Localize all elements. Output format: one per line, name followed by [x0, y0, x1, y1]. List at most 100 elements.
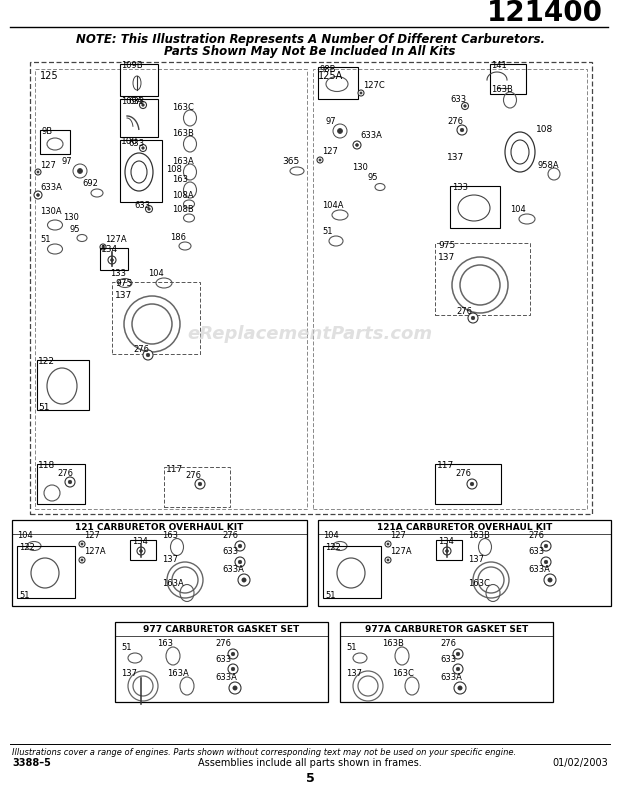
Text: 108: 108 — [166, 165, 182, 175]
Text: Illustrations cover a range of engines. Parts shown without corresponding text m: Illustrations cover a range of engines. … — [12, 748, 516, 757]
Text: 633: 633 — [450, 95, 466, 104]
Bar — [17, 546, 75, 598]
Circle shape — [146, 353, 150, 357]
Text: 163B: 163B — [491, 86, 513, 95]
Text: 133: 133 — [452, 184, 468, 192]
Text: 633: 633 — [128, 96, 144, 106]
Text: 633A: 633A — [360, 132, 382, 140]
Circle shape — [195, 479, 205, 489]
Text: 109A: 109A — [121, 96, 143, 106]
Circle shape — [471, 316, 475, 320]
Text: 122: 122 — [19, 544, 35, 553]
Circle shape — [146, 205, 153, 213]
Circle shape — [37, 193, 40, 196]
Text: 633: 633 — [528, 548, 544, 557]
Text: 137: 137 — [121, 670, 137, 678]
Circle shape — [78, 168, 82, 173]
Circle shape — [358, 90, 364, 96]
Bar — [450, 186, 500, 228]
Text: 633: 633 — [134, 200, 150, 209]
Circle shape — [319, 159, 321, 161]
Bar — [323, 546, 381, 598]
Bar — [436, 540, 462, 560]
Circle shape — [142, 103, 144, 106]
Text: 276: 276 — [133, 346, 149, 354]
Text: 122: 122 — [38, 358, 55, 367]
Circle shape — [453, 664, 463, 674]
Text: 130: 130 — [352, 164, 368, 172]
Circle shape — [37, 171, 39, 173]
Text: 163: 163 — [162, 532, 178, 541]
Text: 633A: 633A — [528, 565, 550, 573]
Text: 975: 975 — [438, 241, 455, 249]
Bar — [37, 464, 85, 504]
Bar — [130, 540, 156, 560]
Text: 276: 276 — [185, 472, 201, 480]
Text: 51: 51 — [38, 403, 50, 412]
Text: 109B: 109B — [121, 62, 143, 71]
Bar — [340, 622, 553, 702]
Circle shape — [456, 667, 460, 670]
Text: 117: 117 — [166, 464, 184, 473]
Text: 276: 276 — [440, 639, 456, 649]
Text: 127: 127 — [390, 532, 406, 541]
Text: 163C: 163C — [468, 578, 490, 588]
Text: 137: 137 — [468, 556, 484, 565]
Text: 977 CARBURETOR GASKET SET: 977 CARBURETOR GASKET SET — [143, 625, 299, 634]
Circle shape — [140, 144, 146, 152]
Text: 104: 104 — [17, 532, 33, 541]
Text: 186: 186 — [170, 233, 186, 241]
Text: 95: 95 — [367, 173, 378, 183]
Circle shape — [68, 480, 72, 484]
Text: 5: 5 — [306, 772, 314, 785]
Text: 276: 276 — [57, 468, 73, 477]
Circle shape — [229, 682, 241, 694]
Text: 141: 141 — [491, 62, 507, 71]
Bar — [112, 282, 200, 354]
Text: 163A: 163A — [172, 157, 193, 167]
Text: 104A: 104A — [322, 201, 343, 210]
Text: 104: 104 — [148, 269, 164, 278]
Circle shape — [34, 191, 42, 199]
Text: NOTE: This Illustration Represents A Number Of Different Carburetors.: NOTE: This Illustration Represents A Num… — [76, 34, 544, 47]
Text: 163A: 163A — [162, 578, 184, 588]
Text: 130A: 130A — [40, 208, 61, 217]
Circle shape — [337, 128, 342, 133]
Circle shape — [544, 545, 547, 548]
Circle shape — [235, 557, 245, 567]
Circle shape — [385, 541, 391, 547]
Circle shape — [360, 92, 362, 94]
Text: Assemblies include all parts shown in frames.: Assemblies include all parts shown in fr… — [198, 758, 422, 768]
Text: 137: 137 — [346, 670, 362, 678]
Bar — [40, 130, 70, 154]
Bar — [164, 467, 230, 507]
Text: 97: 97 — [325, 118, 335, 127]
Bar — [120, 140, 162, 202]
Bar — [318, 520, 611, 606]
Text: 276: 276 — [456, 307, 472, 317]
Text: 125: 125 — [40, 71, 59, 81]
Text: 958A: 958A — [538, 160, 560, 169]
Circle shape — [81, 543, 83, 545]
Circle shape — [548, 578, 552, 582]
Circle shape — [317, 157, 323, 163]
Text: 117: 117 — [437, 461, 454, 471]
Circle shape — [468, 313, 478, 323]
Text: 108: 108 — [121, 137, 138, 147]
Text: 633A: 633A — [440, 673, 462, 682]
Circle shape — [443, 547, 451, 555]
Circle shape — [541, 541, 551, 551]
Text: 633: 633 — [215, 654, 231, 663]
Text: 127A: 127A — [105, 234, 126, 244]
Text: 276: 276 — [215, 639, 231, 649]
Bar — [115, 622, 328, 702]
Text: 104: 104 — [510, 205, 526, 214]
Circle shape — [110, 258, 113, 261]
Text: 104: 104 — [323, 532, 339, 541]
Text: 633A: 633A — [40, 183, 62, 192]
Circle shape — [467, 479, 477, 489]
Text: 133: 133 — [110, 269, 126, 278]
Circle shape — [231, 652, 235, 656]
Text: 276: 276 — [222, 532, 238, 541]
Bar — [30, 62, 592, 514]
